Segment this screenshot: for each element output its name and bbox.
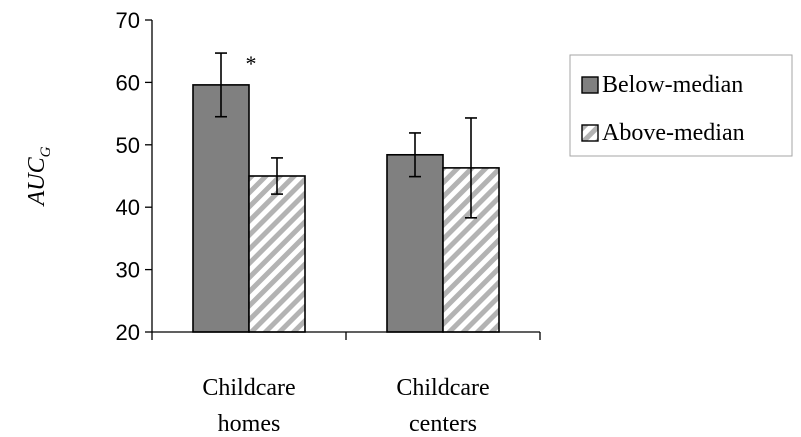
bar-below-median (192, 84, 250, 333)
category-label: homes (218, 411, 281, 437)
y-axis-label-main: AUC (24, 156, 50, 207)
legend-swatch (581, 76, 599, 94)
y-tick-label: 40 (116, 195, 140, 220)
y-axis-title: AUCG (24, 146, 54, 207)
y-axis-label: AUCG (24, 146, 54, 207)
y-tick-label: 70 (116, 8, 140, 33)
significance-marker: * (246, 51, 257, 76)
axes (145, 19, 541, 340)
legend-label: Below-median (602, 72, 743, 98)
y-tick-label: 20 (116, 320, 140, 345)
legend: Below-median Above-median (569, 54, 793, 157)
error-bars (215, 52, 477, 219)
legend-box (569, 54, 793, 157)
category-label: Childcare (396, 375, 489, 401)
y-tick-labels: 20 30 40 50 60 70 (116, 8, 140, 345)
legend-label: Above-median (602, 120, 745, 146)
bar-below-median (386, 153, 444, 333)
category-label: centers (409, 411, 477, 437)
y-tick-label: 60 (116, 70, 140, 95)
legend-swatch (581, 124, 599, 142)
category-labels: Childcare homes Childcare centers (202, 375, 489, 437)
category-label: Childcare (202, 375, 295, 401)
y-axis-label-subscript: G (38, 146, 54, 157)
y-tick-label: 50 (116, 133, 140, 158)
annotations: * (246, 51, 257, 76)
bar-above-median (248, 175, 306, 333)
y-tick-label: 30 (116, 258, 140, 283)
bars (192, 84, 500, 333)
